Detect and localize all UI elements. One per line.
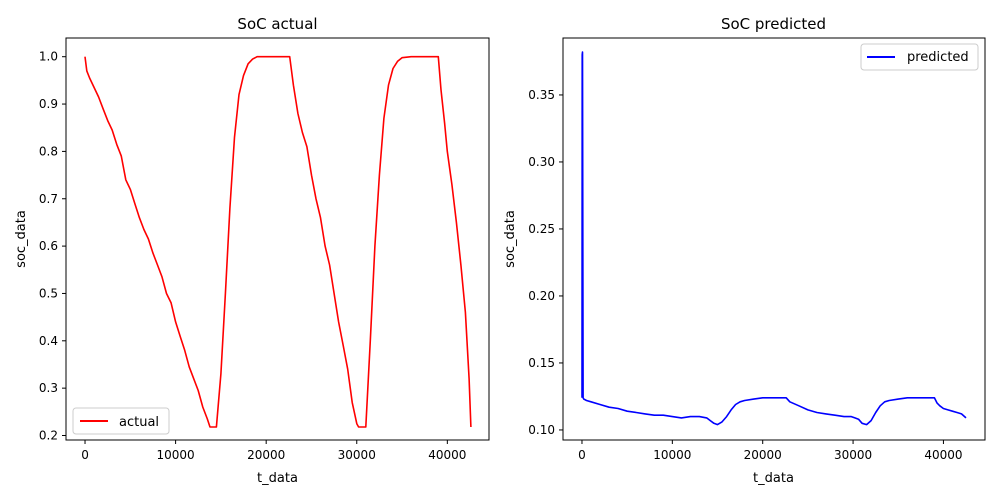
y-tick-label: 0.6 bbox=[39, 239, 58, 253]
x-tick-label: 40000 bbox=[428, 448, 466, 462]
series-line-actual-0 bbox=[84, 55, 472, 428]
x-ticks-predicted: 0 10000 20000 30000 40000 bbox=[578, 440, 963, 462]
x-tick-label: 10000 bbox=[653, 448, 691, 462]
x-tick-label: 0 bbox=[578, 448, 586, 462]
y-tick-label: 1.0 bbox=[39, 50, 58, 64]
x-axis-label-actual: t_data bbox=[257, 471, 298, 486]
axes-frame-predicted bbox=[562, 37, 986, 441]
y-tick-label: 0.30 bbox=[528, 155, 555, 169]
y-tick-label: 0.20 bbox=[528, 289, 555, 303]
x-tick-label: 10000 bbox=[157, 448, 195, 462]
subplot-soc-predicted: SoC predicted 0 10000 20000 30000 40000 0.10… bbox=[503, 15, 986, 486]
axes-frame-actual bbox=[65, 37, 490, 441]
y-tick-label: 0.9 bbox=[39, 97, 58, 111]
title-soc-actual: SoC actual bbox=[237, 15, 317, 33]
legend-actual: actual bbox=[72, 407, 170, 435]
y-tick-label: 0.2 bbox=[39, 429, 58, 443]
plot-area-predicted bbox=[581, 51, 967, 426]
legend-box-predicted bbox=[860, 43, 979, 71]
legend-box-actual bbox=[72, 407, 170, 435]
legend-label-predicted: predicted bbox=[907, 50, 969, 65]
plot-area-actual bbox=[84, 55, 472, 428]
y-tick-label: 0.25 bbox=[528, 222, 555, 236]
y-tick-label: 0.5 bbox=[39, 286, 58, 300]
legend-label-actual: actual bbox=[119, 415, 159, 430]
x-tick-label: 20000 bbox=[744, 448, 782, 462]
subplot-soc-actual: SoC actual 0 10000 20000 30000 40000 0.20.30… bbox=[14, 15, 490, 486]
y-axis-label-predicted: soc_data bbox=[503, 210, 518, 268]
legend-predicted: predicted bbox=[860, 43, 979, 71]
x-tick-label: 0 bbox=[81, 448, 89, 462]
y-tick-label: 0.15 bbox=[528, 356, 555, 370]
y-tick-label: 0.8 bbox=[39, 144, 58, 158]
y-tick-label: 0.3 bbox=[39, 381, 58, 395]
y-tick-label: 0.4 bbox=[39, 334, 58, 348]
y-ticks-actual: 0.2 0.3 0.4 0.5 0.6 0.7 0.8 0.9 1.0 bbox=[39, 50, 66, 443]
x-tick-label: 20000 bbox=[247, 448, 285, 462]
x-ticks-actual: 0 10000 20000 30000 40000 bbox=[81, 440, 466, 462]
x-tick-label: 30000 bbox=[338, 448, 376, 462]
y-ticks-predicted: 0.10 0.15 0.20 0.25 0.30 0.35 bbox=[528, 88, 563, 437]
y-axis-label-actual: soc_data bbox=[14, 210, 29, 268]
y-tick-label: 0.10 bbox=[528, 423, 555, 437]
x-axis-label-predicted: t_data bbox=[753, 471, 794, 486]
series-line-predicted-0 bbox=[581, 51, 967, 426]
x-tick-label: 30000 bbox=[834, 448, 872, 462]
title-soc-predicted: SoC predicted bbox=[721, 15, 826, 33]
x-tick-label: 40000 bbox=[924, 448, 962, 462]
y-tick-label: 0.7 bbox=[39, 192, 58, 206]
y-tick-label: 0.35 bbox=[528, 88, 555, 102]
